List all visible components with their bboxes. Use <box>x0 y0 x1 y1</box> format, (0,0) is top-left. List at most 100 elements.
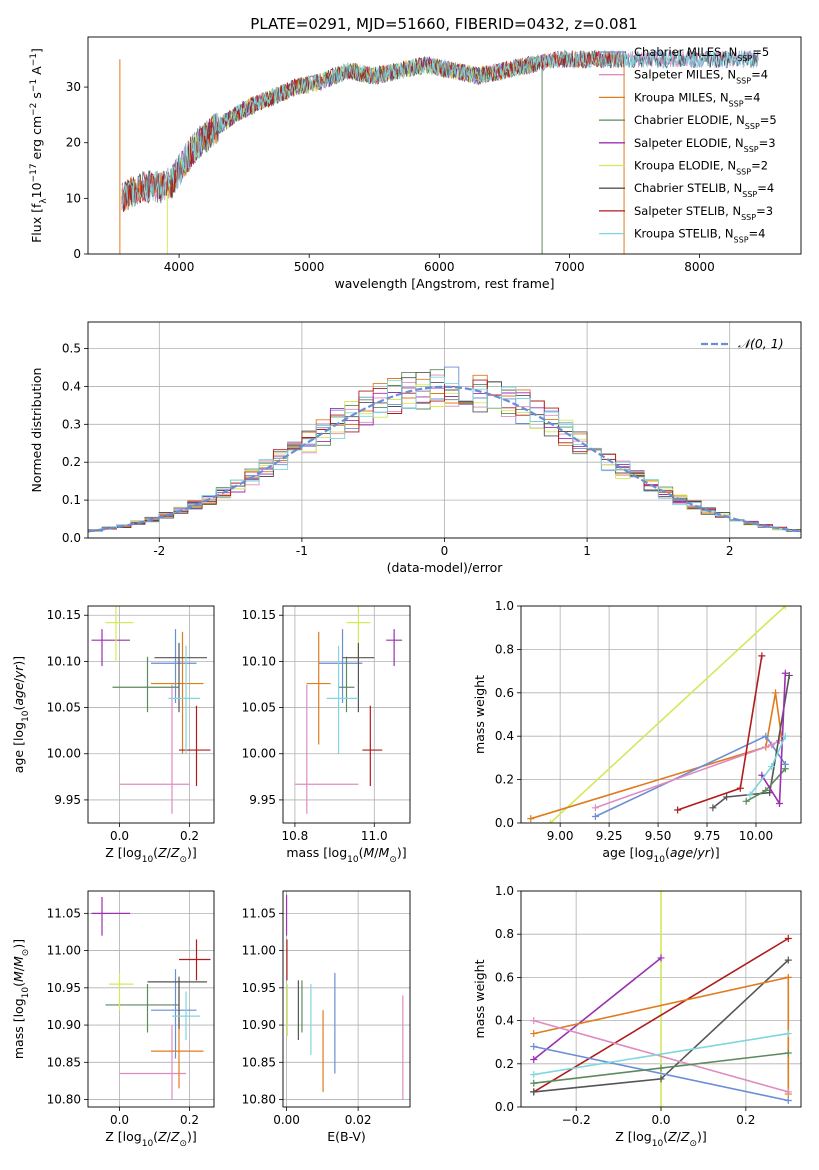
plot-area <box>521 891 801 1107</box>
y-axis-label: age [log10(age/yr)] <box>11 656 31 773</box>
plot-area <box>88 322 801 538</box>
errorbar-chabrier-miles <box>151 629 197 703</box>
x-tick-label: 9.50 <box>645 829 672 843</box>
y-tick-label: 9.95 <box>54 793 81 807</box>
plot-area <box>88 606 214 823</box>
y-tick-label: 0.8 <box>495 642 514 656</box>
x-tick-label: 0.0 <box>110 829 129 843</box>
y-tick-label: 10.00 <box>242 747 276 761</box>
marker <box>781 606 789 610</box>
x-tick-label: 4000 <box>164 260 195 274</box>
weight-line-kroupa-stelib <box>533 1032 789 1076</box>
marker <box>657 954 665 962</box>
y-tick-label: 0.4 <box>495 729 514 743</box>
errorbar-chabrier-stelib <box>147 976 207 1029</box>
x-tick-label: 10.00 <box>739 829 773 843</box>
marker <box>784 1030 792 1038</box>
x-tick-label: 0.2 <box>180 829 199 843</box>
gaussian-curve <box>88 385 801 533</box>
x-axis-label: mass [log10(M/M⊙)] <box>286 845 406 865</box>
errorbar-chabrier-elodie <box>112 656 179 713</box>
y-tick-label: 10.85 <box>47 1055 81 1069</box>
marker <box>530 1043 538 1051</box>
spectrum-line-salpeter-stelib <box>121 50 625 212</box>
x-tick-label: 0.2 <box>180 1113 199 1127</box>
y-tick-label: 0.4 <box>495 1014 514 1028</box>
x-tick-label: −0.2 <box>562 1113 591 1127</box>
marker <box>530 1055 538 1063</box>
errorbar-kroupa-elodie <box>109 972 134 1011</box>
legend-label: Salpeter STELIB, NSSP=3 <box>634 204 773 222</box>
x-tick-label: 0 <box>441 544 449 558</box>
y-tick-label: 0.5 <box>62 342 81 356</box>
legend-label: Kroupa STELIB, NSSP=4 <box>634 227 765 245</box>
plot-area <box>521 606 801 823</box>
y-tick-label: 0.3 <box>62 417 81 431</box>
marker <box>784 1088 792 1096</box>
x-axis-label: Z [log10(Z/Z⊙)] <box>105 1129 197 1149</box>
weight-line-salpeter-miles <box>533 1019 789 1093</box>
x-tick-label: 1 <box>583 544 591 558</box>
errorbar-kroupa-miles <box>151 980 204 1089</box>
y-tick-label: 10.15 <box>242 608 276 622</box>
y-tick-label: 10.05 <box>242 701 276 715</box>
errorbar-salpeter-miles <box>294 684 359 814</box>
marker <box>768 741 776 749</box>
marker <box>530 1079 538 1087</box>
marker <box>530 1071 538 1079</box>
x-tick-label: 11.0 <box>361 829 388 843</box>
y-axis-label: Flux [fλ10−17 erg cm−2 s−1 A−1] <box>29 48 49 243</box>
errorbar-kroupa-miles <box>306 631 331 745</box>
y-tick-label: 0 <box>73 247 81 261</box>
errorbar-kroupa-stelib <box>168 645 200 754</box>
errorbar-salpeter-stelib <box>362 705 383 787</box>
y-tick-label: 0.6 <box>495 970 514 984</box>
errorbar-chabrier-miles <box>318 629 363 703</box>
y-tick-label: 11.00 <box>242 944 276 958</box>
marker <box>591 812 599 820</box>
y-tick-label: 0.4 <box>62 379 81 393</box>
marker <box>768 763 776 771</box>
y-tick-label: 10 <box>66 191 81 205</box>
y-tick-label: 11.05 <box>47 906 81 920</box>
legend-label: Kroupa ELODIE, NSSP=2 <box>634 159 768 177</box>
marker <box>762 786 770 794</box>
y-axis-label: mass [log10(M/M⊙)] <box>11 939 31 1059</box>
legend-label: Chabrier MILES, NSSP=5 <box>634 45 769 63</box>
marker <box>784 956 792 964</box>
axes-frame <box>282 605 411 824</box>
x-axis-label: wavelength [Angstrom, rest frame] <box>334 276 554 291</box>
errorbar-salpeter-elodie <box>386 629 403 667</box>
y-tick-label: 11.00 <box>47 944 81 958</box>
marker <box>527 815 535 823</box>
marker <box>784 1049 792 1057</box>
y-tick-label: 10.90 <box>242 1018 276 1032</box>
marker <box>781 732 789 740</box>
marker <box>742 797 750 805</box>
x-tick-label: 2 <box>726 544 734 558</box>
marker <box>784 935 792 943</box>
weight-line-kroupa-miles <box>530 692 783 820</box>
errorbar-kroupa-stelib <box>326 645 359 754</box>
marker <box>784 1097 792 1105</box>
y-tick-label: 10.05 <box>47 701 81 715</box>
marker <box>781 765 789 773</box>
x-tick-label: 0.0 <box>651 1113 670 1127</box>
legend-label: Chabrier STELIB, NSSP=4 <box>634 181 774 199</box>
axes-frame <box>282 890 411 1108</box>
axes-frame <box>520 605 802 824</box>
y-tick-label: 0.2 <box>495 773 514 787</box>
marker <box>772 689 780 697</box>
y-tick-label: 0.8 <box>495 927 514 941</box>
x-tick-label: 0.00 <box>273 1113 300 1127</box>
plot-area <box>283 606 410 823</box>
marker <box>758 652 766 660</box>
panel-mass-vs-Z: 0.0 0.2 10.80 10.85 10.90 10.95 11.00 11.05 Z [l… <box>11 890 215 1149</box>
y-tick-label: 0.0 <box>495 1100 514 1114</box>
y-tick-label: 0.0 <box>495 816 514 830</box>
x-tick-label: 7000 <box>554 260 585 274</box>
y-tick-label: 0.6 <box>495 686 514 700</box>
panel-mass-vs-EBV: 0.00 0.02 10.80 10.85 10.90 10.95 11.00 11.05 E(… <box>242 890 411 1144</box>
weight-line-chabrier-stelib <box>712 675 791 809</box>
x-tick-label: 0.02 <box>345 1113 372 1127</box>
